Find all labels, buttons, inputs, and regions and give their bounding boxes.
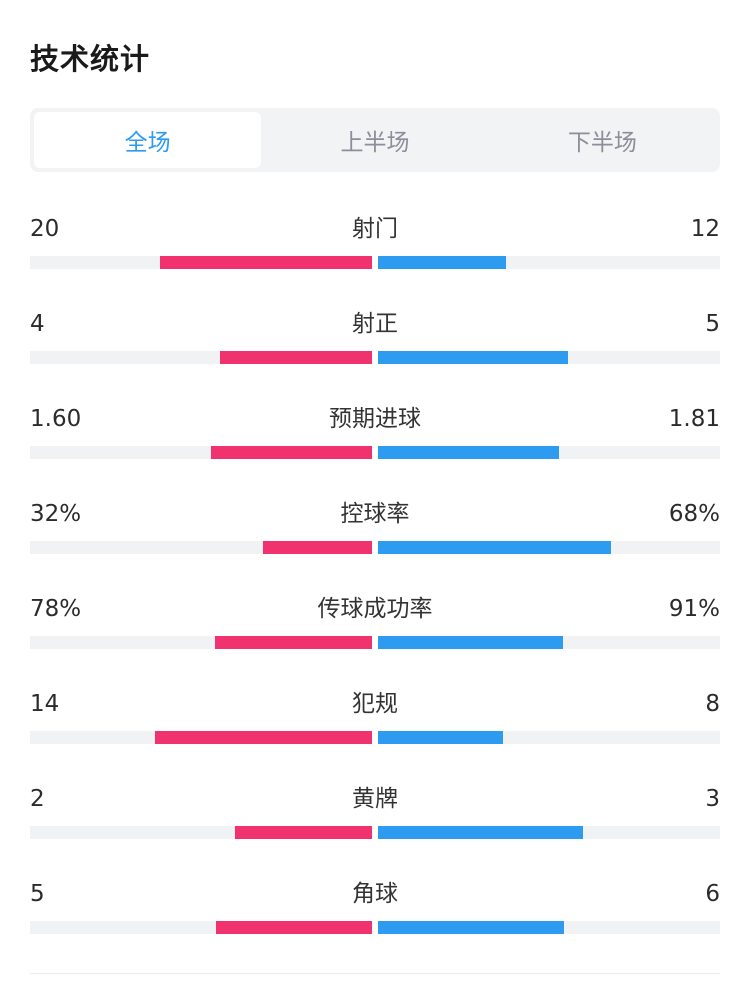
home-bar <box>220 351 372 364</box>
away-bar <box>378 541 611 554</box>
away-bar-track <box>378 921 720 934</box>
stat-label: 黄牌 <box>352 786 398 812</box>
home-bar-track <box>30 256 372 269</box>
away-bar <box>378 826 583 839</box>
home-value: 4 <box>30 311 45 337</box>
bottom-divider <box>30 973 720 974</box>
home-value: 32% <box>30 501 82 527</box>
home-bar-track <box>30 541 372 554</box>
stat-row: 14 犯规 8 <box>30 689 720 759</box>
away-value: 3 <box>705 786 720 812</box>
home-bar-track <box>30 921 372 934</box>
stat-label: 射门 <box>352 216 398 242</box>
home-bar <box>215 636 372 649</box>
home-bar <box>155 731 372 744</box>
period-tabs: 全场 上半场 下半场 <box>30 108 720 172</box>
stat-label: 控球率 <box>340 501 410 527</box>
away-bar-track <box>378 731 720 744</box>
away-bar <box>378 351 568 364</box>
home-bar-track <box>30 446 372 459</box>
home-bar-track <box>30 731 372 744</box>
home-bar-track <box>30 826 372 839</box>
home-value: 78% <box>30 596 82 622</box>
stat-label: 射正 <box>352 311 398 337</box>
home-bar <box>211 446 372 459</box>
stat-row: 4 射正 5 <box>30 309 720 379</box>
home-bar <box>263 541 372 554</box>
away-bar-track <box>378 351 720 364</box>
page-title: 技术统计 <box>30 42 151 76</box>
away-value: 68% <box>668 501 720 527</box>
away-bar-track <box>378 541 720 554</box>
stat-row: 32% 控球率 68% <box>30 499 720 569</box>
stat-row: 20 射门 12 <box>30 214 720 284</box>
stat-row: 5 角球 6 <box>30 879 720 949</box>
away-bar-track <box>378 256 720 269</box>
stat-row: 2 黄牌 3 <box>30 784 720 854</box>
away-value: 5 <box>705 311 720 337</box>
away-value: 1.81 <box>668 406 720 432</box>
stat-row: 1.60 预期进球 1.81 <box>30 404 720 474</box>
away-bar <box>378 921 564 934</box>
home-bar-track <box>30 351 372 364</box>
stat-label: 犯规 <box>352 691 398 717</box>
tab-full-match[interactable]: 全场 <box>34 112 262 168</box>
stat-label: 预期进球 <box>329 406 421 432</box>
home-value: 2 <box>30 786 45 812</box>
tab-first-half[interactable]: 上半场 <box>340 130 410 156</box>
away-value: 8 <box>705 691 720 717</box>
away-bar-track <box>378 446 720 459</box>
away-bar <box>378 446 559 459</box>
home-bar <box>235 826 372 839</box>
stat-label: 角球 <box>352 881 398 907</box>
away-value: 91% <box>668 596 720 622</box>
away-value: 6 <box>705 881 720 907</box>
away-value: 12 <box>690 216 720 242</box>
away-bar-track <box>378 636 720 649</box>
stat-row: 78% 传球成功率 91% <box>30 594 720 664</box>
home-value: 14 <box>30 691 60 717</box>
stat-label: 传球成功率 <box>317 596 433 622</box>
away-bar <box>378 636 563 649</box>
away-bar <box>378 256 506 269</box>
home-value: 1.60 <box>30 406 82 432</box>
home-bar <box>216 921 372 934</box>
tab-second-half[interactable]: 下半场 <box>567 130 637 156</box>
away-bar <box>378 731 503 744</box>
away-bar-track <box>378 826 720 839</box>
home-value: 5 <box>30 881 45 907</box>
home-bar-track <box>30 636 372 649</box>
home-bar <box>160 256 372 269</box>
home-value: 20 <box>30 216 60 242</box>
